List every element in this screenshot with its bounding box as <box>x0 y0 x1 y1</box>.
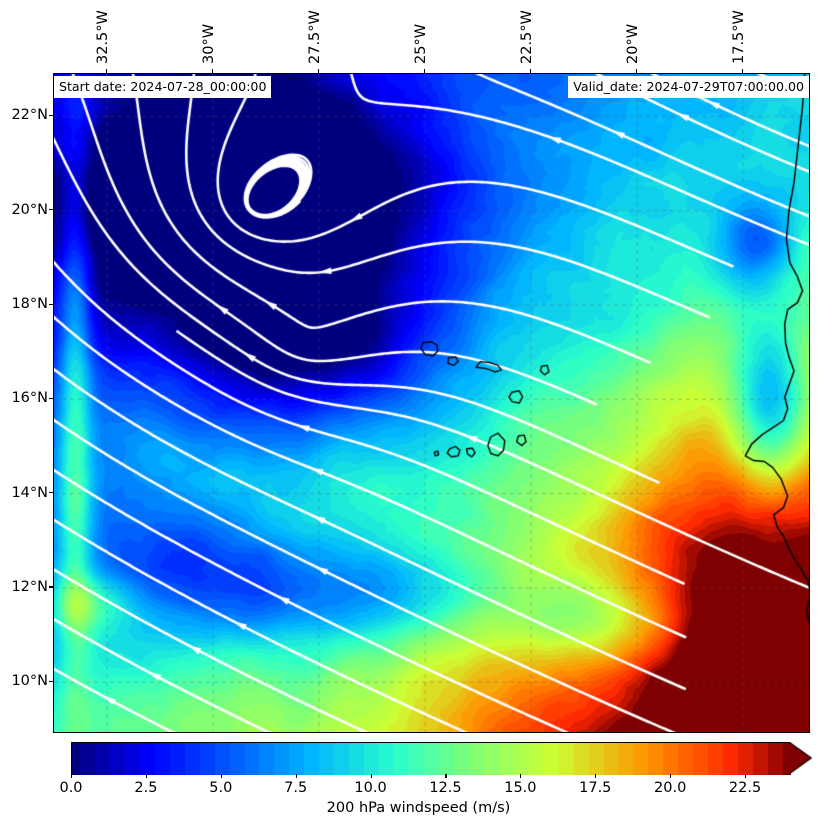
colorbar-tick-label: 0.0 <box>59 780 83 796</box>
y-tick-mark <box>49 397 53 399</box>
x-tick-mark <box>317 69 319 73</box>
x-axis-labels: 32.5°W 30°W 27.5°W 25°W 22.5°W 20°W 17.5°W <box>0 0 837 68</box>
x-tick-mark <box>211 69 213 73</box>
y-tick-label: 20°N <box>11 201 48 218</box>
x-tick-mark <box>105 69 107 73</box>
colorbar-tick-mark <box>745 774 747 778</box>
y-tick-label: 22°N <box>11 107 48 124</box>
y-tick-mark <box>49 209 53 211</box>
y-tick-label: 18°N <box>11 296 48 312</box>
colorbar-tick-label: 22.5 <box>728 780 762 796</box>
x-tick-label: 25°W <box>413 23 430 64</box>
x-tick-mark <box>423 69 425 73</box>
colorbar-tick-label: 20.0 <box>654 780 687 796</box>
colorbar-tick-mark <box>370 774 372 778</box>
colorbar-extend-arrow <box>790 742 812 774</box>
colorbar-bar <box>71 742 791 775</box>
colorbar-tick-mark <box>520 774 522 778</box>
colorbar-tick-label: 2.5 <box>134 780 158 796</box>
y-tick-label: 12°N <box>11 578 48 595</box>
colorbar-tick-mark <box>445 774 447 778</box>
colorbar-tick-mark <box>670 774 672 778</box>
y-tick-mark <box>49 114 53 117</box>
colorbar-gradient <box>72 743 791 775</box>
x-tick-mark <box>635 69 637 73</box>
colorbar-tick-mark <box>595 774 597 778</box>
x-tick-mark <box>741 69 743 73</box>
y-tick-label: 14°N <box>11 484 48 501</box>
streamline-and-coastline-overlay <box>54 74 809 732</box>
colorbar-tick-mark <box>220 774 222 778</box>
y-tick-mark <box>49 492 53 494</box>
colorbar-title: 200 hPa windspeed (m/s) <box>326 800 511 816</box>
colorbar-tick-mark <box>145 774 147 778</box>
colorbar-tick-mark <box>71 774 73 778</box>
x-tick-label: 27.5°W <box>307 10 324 64</box>
x-tick-label: 32.5°W <box>95 10 111 64</box>
colorbar-tick-label: 10.0 <box>354 780 387 796</box>
y-tick-mark <box>49 303 53 305</box>
y-axis-labels: 22°N 20°N 18°N 16°N 14°N 12°N 10°N <box>0 0 48 836</box>
colorbar-tick-label: 17.5 <box>579 780 612 796</box>
colorbar-tick-label: 7.5 <box>284 780 308 796</box>
y-tick-label: 10°N <box>11 673 48 690</box>
y-tick-label: 16°N <box>11 390 48 407</box>
colorbar-tick-mark <box>295 774 297 778</box>
colorbar-tick-label: 5.0 <box>209 780 233 796</box>
x-tick-label: 20°W <box>625 23 642 64</box>
x-tick-mark <box>529 69 531 73</box>
map-axes[interactable] <box>53 73 810 733</box>
x-tick-label: 22.5°W <box>519 10 536 64</box>
x-tick-label: 30°W <box>201 23 218 64</box>
colorbar-tick-label: 15.0 <box>504 780 537 796</box>
y-tick-mark <box>49 586 53 588</box>
colorbar-tick-label: 12.5 <box>429 780 462 796</box>
colorbar[interactable]: 0.0 2.5 5.0 7.5 10.0 12.5 15.0 17.5 20.0 22.5 <box>59 742 812 796</box>
y-tick-mark <box>49 680 53 682</box>
x-tick-label: 17.5°W <box>731 10 748 64</box>
